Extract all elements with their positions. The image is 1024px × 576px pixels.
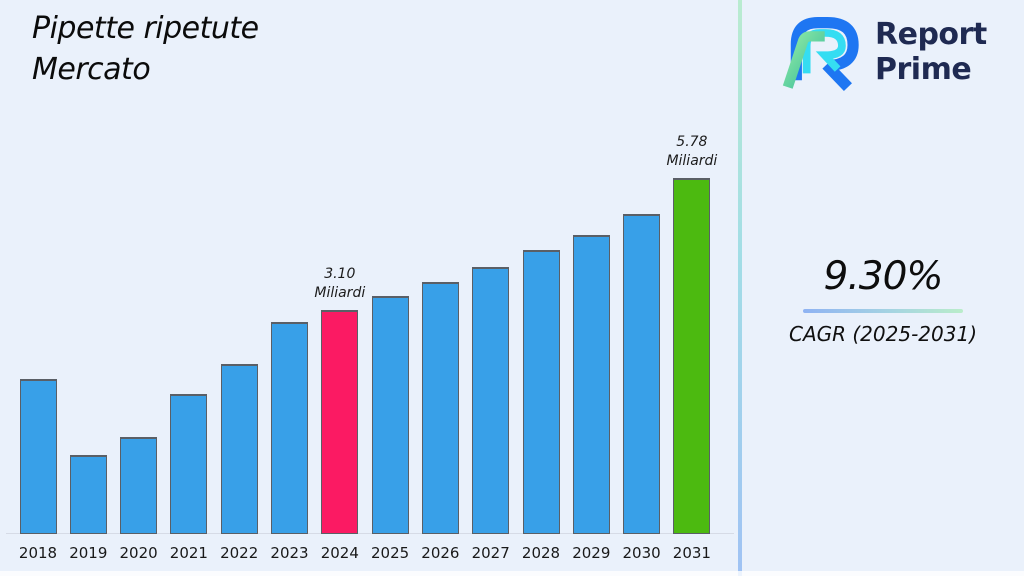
x-tick-2027: 2027 — [471, 544, 510, 562]
bar-2018 — [19, 379, 57, 534]
x-tick-2022: 2022 — [220, 544, 259, 562]
brand: Report Prime — [779, 8, 987, 98]
bar-2028 — [522, 250, 560, 534]
page-title: Pipette ripetute Mercato — [32, 11, 259, 87]
bar-2023 — [271, 322, 308, 534]
bar-2022 — [220, 364, 258, 534]
x-tick-2024: 2024 — [320, 544, 359, 562]
bar-2025 — [371, 296, 409, 534]
cagr-box: 9.30% CAGR (2025-2031) — [742, 254, 1024, 346]
bar-2024 — [321, 310, 359, 534]
bar-2030 — [623, 214, 661, 534]
cagr-underline — [803, 309, 963, 313]
bar-2019 — [69, 455, 107, 534]
brand-name: Report Prime — [875, 17, 987, 87]
bar-2027 — [472, 267, 510, 534]
cagr-value: 9.30% — [823, 254, 944, 299]
bar-2020 — [120, 437, 158, 534]
bar-2021 — [170, 394, 208, 534]
x-tick-2031: 2031 — [672, 544, 711, 562]
x-tick-2030: 2030 — [622, 544, 661, 562]
bar-chart: 2018 2019 2020 2021 2022 2023 2024 3.10 Miliard… — [6, 134, 734, 562]
bar-2026 — [421, 282, 459, 534]
x-tick-2019: 2019 — [69, 544, 108, 562]
report-prime-logo-icon — [779, 8, 867, 98]
x-axis-line — [6, 533, 734, 534]
cagr-label: CAGR (2025-2031) — [788, 322, 978, 346]
bar-2029 — [572, 235, 610, 534]
x-tick-2026: 2026 — [421, 544, 460, 562]
x-tick-2020: 2020 — [119, 544, 158, 562]
bar-label-2031: 5.78 Miliardi — [666, 134, 718, 169]
bottom-edge — [0, 571, 1024, 576]
x-tick-2025: 2025 — [371, 544, 410, 562]
bar-label-2024: 3.10 Miliardi — [314, 266, 366, 301]
x-tick-2018: 2018 — [18, 544, 58, 562]
x-tick-2023: 2023 — [270, 544, 309, 562]
x-tick-2028: 2028 — [521, 544, 561, 562]
x-tick-2021: 2021 — [169, 544, 208, 562]
panel-divider — [738, 0, 742, 576]
x-tick-2029: 2029 — [572, 544, 611, 562]
bar-2031 — [673, 178, 711, 534]
